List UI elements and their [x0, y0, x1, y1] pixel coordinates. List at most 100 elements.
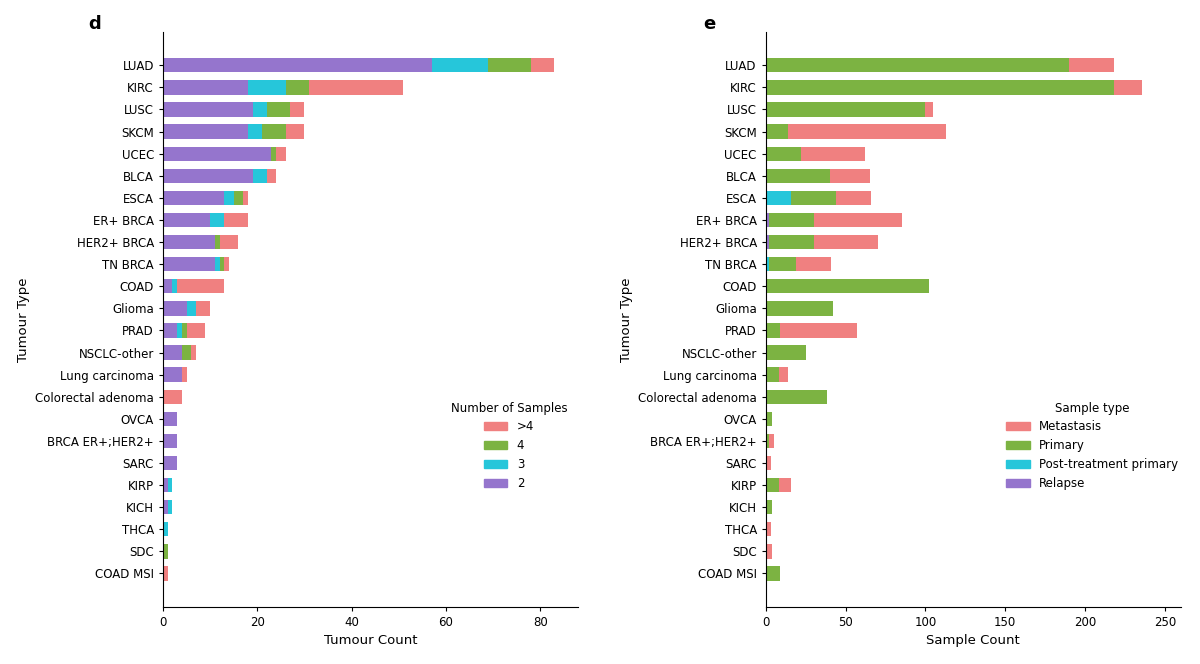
Bar [163, 478, 168, 492]
Bar [769, 434, 774, 448]
Bar [766, 500, 773, 515]
Bar [248, 124, 262, 139]
Bar [252, 169, 266, 183]
Bar [163, 544, 168, 558]
Legend: >4, 4, 3, 2: >4, 4, 3, 2 [446, 397, 572, 495]
Bar [766, 257, 769, 272]
Bar [182, 345, 191, 360]
Bar [766, 412, 773, 426]
Bar [814, 212, 901, 227]
Bar [196, 301, 210, 315]
Bar [766, 390, 827, 404]
Bar [163, 124, 248, 139]
Bar [768, 456, 770, 470]
Y-axis label: Tumour Type: Tumour Type [17, 277, 30, 362]
Bar [163, 58, 432, 72]
Bar [163, 191, 224, 205]
Bar [766, 478, 779, 492]
Bar [234, 191, 244, 205]
Bar [163, 390, 182, 404]
Bar [163, 80, 248, 94]
Bar [800, 147, 865, 161]
Bar [215, 235, 220, 249]
Bar [286, 80, 310, 94]
X-axis label: Sample Count: Sample Count [926, 634, 1020, 647]
Bar [163, 456, 178, 470]
Bar [163, 345, 182, 360]
Bar [766, 301, 833, 315]
Bar [769, 212, 814, 227]
Bar [163, 412, 178, 426]
Bar [271, 147, 276, 161]
Bar [766, 345, 805, 360]
Text: d: d [89, 15, 101, 33]
Bar [814, 235, 877, 249]
Bar [769, 257, 797, 272]
Bar [925, 102, 934, 117]
Bar [163, 500, 168, 515]
Bar [163, 301, 186, 315]
Bar [224, 191, 234, 205]
Bar [163, 102, 252, 117]
Bar [191, 345, 196, 360]
Bar [186, 323, 205, 337]
Y-axis label: Tumour Type: Tumour Type [619, 277, 632, 362]
Bar [779, 478, 792, 492]
Bar [182, 323, 186, 337]
Bar [1069, 58, 1114, 72]
Bar [768, 522, 770, 537]
Bar [186, 301, 196, 315]
Bar [488, 58, 530, 72]
Bar [766, 124, 788, 139]
Bar [173, 279, 178, 293]
Bar [163, 367, 182, 382]
Bar [178, 279, 224, 293]
Bar [792, 191, 836, 205]
Bar [766, 147, 800, 161]
Bar [779, 367, 788, 382]
Bar [290, 102, 305, 117]
Bar [766, 434, 769, 448]
Bar [797, 257, 832, 272]
Bar [224, 212, 248, 227]
Bar [766, 212, 769, 227]
Bar [168, 478, 173, 492]
Bar [248, 80, 286, 94]
Bar [163, 566, 168, 580]
Bar [224, 257, 229, 272]
Bar [766, 522, 768, 537]
Bar [766, 456, 768, 470]
Text: e: e [703, 15, 716, 33]
Bar [178, 323, 182, 337]
Bar [163, 147, 271, 161]
Bar [766, 102, 925, 117]
Bar [766, 279, 929, 293]
Bar [182, 367, 186, 382]
Bar [276, 147, 286, 161]
Bar [310, 80, 403, 94]
Bar [220, 235, 239, 249]
Bar [829, 169, 870, 183]
Bar [766, 323, 780, 337]
Bar [766, 367, 779, 382]
Bar [210, 212, 224, 227]
Bar [766, 566, 780, 580]
Bar [788, 124, 947, 139]
Bar [266, 102, 290, 117]
Bar [163, 522, 168, 537]
Bar [163, 323, 178, 337]
Bar [286, 124, 305, 139]
Bar [220, 257, 224, 272]
Bar [766, 191, 792, 205]
X-axis label: Tumour Count: Tumour Count [324, 634, 418, 647]
Bar [836, 191, 871, 205]
Bar [766, 169, 829, 183]
Bar [1114, 80, 1142, 94]
Bar [163, 212, 210, 227]
Bar [215, 257, 220, 272]
Bar [244, 191, 248, 205]
Bar [266, 169, 276, 183]
Bar [766, 544, 768, 558]
Bar [780, 323, 857, 337]
Bar [163, 434, 178, 448]
